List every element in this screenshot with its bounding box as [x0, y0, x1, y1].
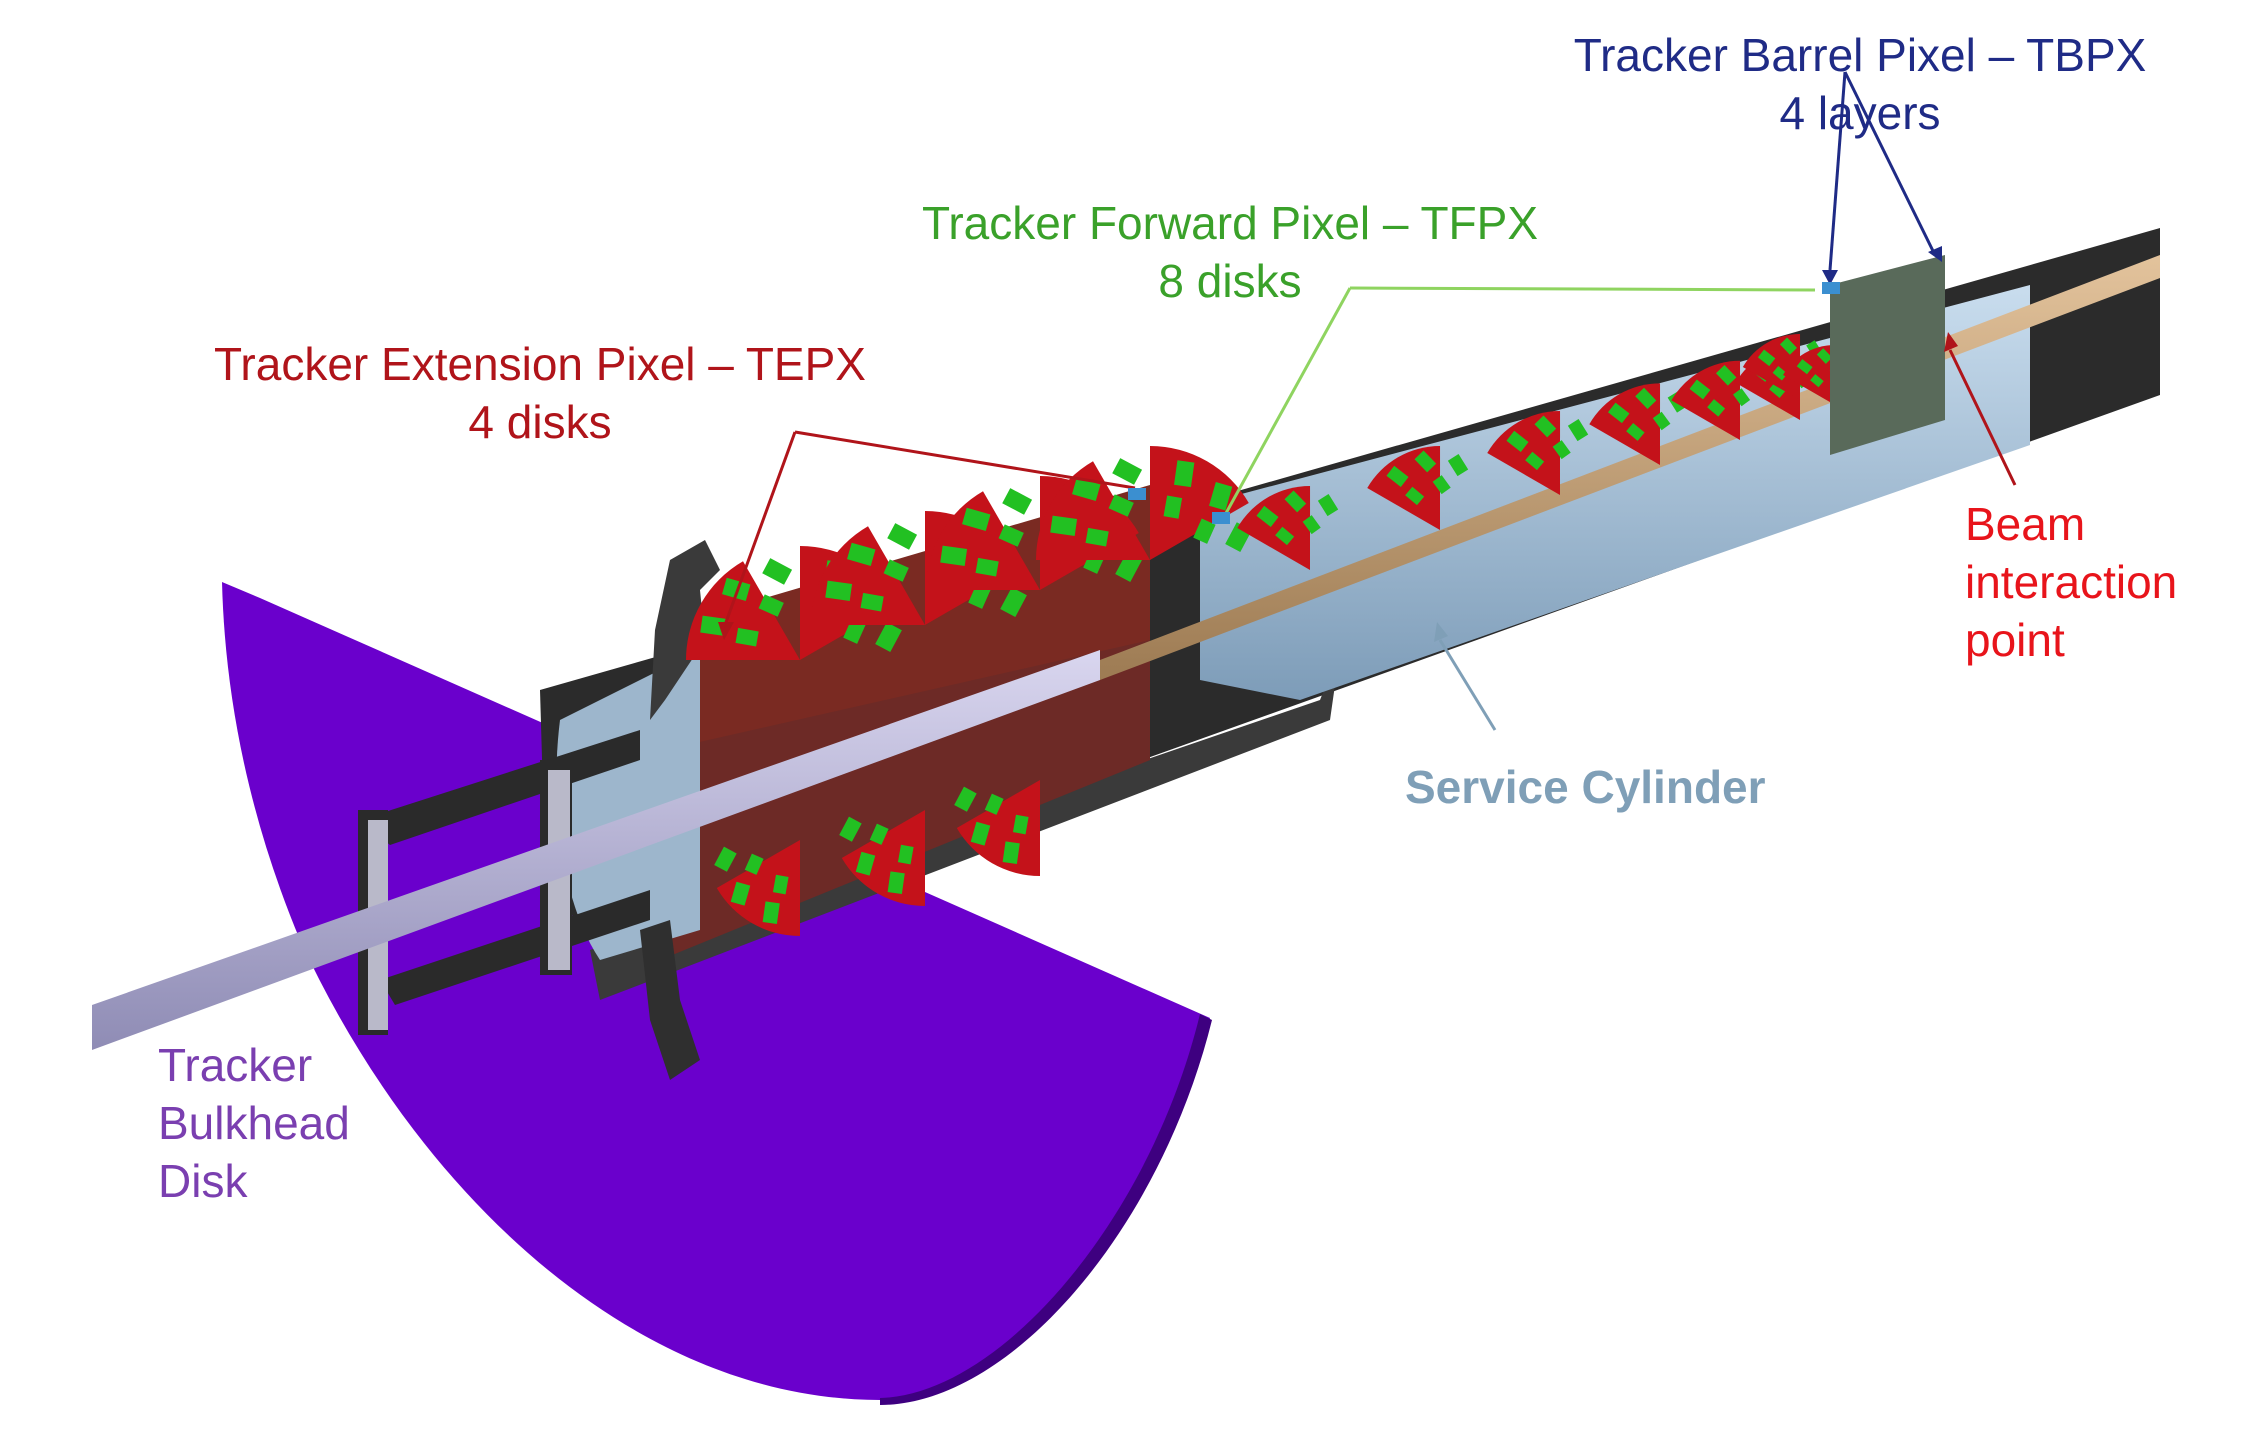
tepx-label: Tracker Extension Pixel – TEPX 4 disks: [150, 335, 930, 451]
tepx-marker: [1128, 488, 1146, 500]
tepx-arrow-right: [794, 430, 1136, 490]
beam-line-1: Beam: [1965, 498, 2086, 550]
tfpx-marker: [1212, 512, 1230, 524]
tfpx-title: Tracker Forward Pixel – TFPX: [921, 197, 1539, 249]
tepx-arrow-left: [723, 431, 797, 626]
tfpx-arrow-left: [1223, 287, 1352, 516]
tbpx-arrow-left: [1828, 71, 1847, 271]
bulkhead-line-1: Tracker: [158, 1039, 313, 1091]
service-arrow: [1438, 639, 1497, 731]
tepx-title: Tracker Extension Pixel – TEPX: [214, 338, 866, 390]
tepx-subtitle: 4 disks: [468, 396, 612, 448]
tbpx-subtitle: 4 layers: [1779, 87, 1941, 139]
beam-label: Beam interaction point: [1965, 495, 2177, 669]
bulkhead-label: Tracker Bulkhead Disk: [158, 1036, 350, 1210]
tfpx-subtitle: 8 disks: [1158, 255, 1302, 307]
tbpx-marker: [1822, 282, 1840, 294]
beam-arrow: [1948, 349, 2017, 486]
inner-cylinder-shell: [556, 650, 700, 960]
beam-line-2: interaction: [1965, 556, 2178, 608]
tbpx-label: Tracker Barrel Pixel – TBPX 4 layers: [1520, 26, 2200, 142]
service-cylinder-label: Service Cylinder: [1405, 758, 1766, 816]
leader-lines: [718, 71, 2017, 731]
beam-pipe-outer: [92, 650, 1100, 1050]
bulkhead-bracket-lower: [640, 920, 700, 1080]
bulkhead-line-3: Disk: [158, 1155, 248, 1207]
beam-line-3: point: [1965, 614, 2065, 666]
tbpx-title: Tracker Barrel Pixel – TBPX: [1573, 29, 2147, 81]
tfpx-arrow-right: [1349, 286, 1816, 292]
service-cylinder-text: Service Cylinder: [1405, 761, 1766, 813]
tbpx-layers: [1830, 255, 1945, 455]
bulkhead-line-2: Bulkhead: [158, 1097, 350, 1149]
bulkhead-bracket: [650, 540, 720, 720]
tbpx-arrow-right: [1843, 71, 1937, 256]
tfpx-label: Tracker Forward Pixel – TFPX 8 disks: [860, 194, 1600, 310]
